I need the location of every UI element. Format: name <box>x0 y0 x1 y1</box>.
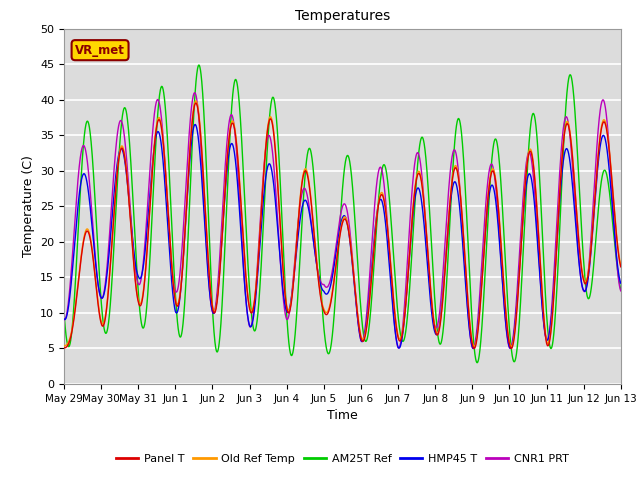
Text: VR_met: VR_met <box>75 44 125 57</box>
Y-axis label: Temperature (C): Temperature (C) <box>22 156 35 257</box>
Title: Temperatures: Temperatures <box>295 10 390 24</box>
X-axis label: Time: Time <box>327 409 358 422</box>
Legend: Panel T, Old Ref Temp, AM25T Ref, HMP45 T, CNR1 PRT: Panel T, Old Ref Temp, AM25T Ref, HMP45 … <box>112 450 573 469</box>
